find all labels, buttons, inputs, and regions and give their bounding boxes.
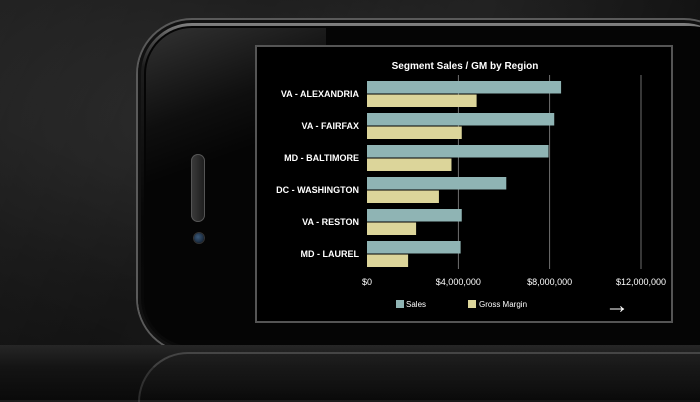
bar-gross-margin	[367, 158, 452, 171]
bar-gross-margin	[367, 190, 439, 203]
x-tick-label: $8,000,000	[527, 277, 572, 287]
category-labels: VA - ALEXANDRIA VA - FAIRFAX MD - BALTIMOR…	[276, 89, 359, 259]
bar-gross-margin	[367, 126, 462, 139]
bar-sales	[367, 241, 461, 254]
phone-reflection	[138, 352, 700, 402]
chart-title: Segment Sales / GM by Region	[392, 61, 539, 72]
x-tick-label: $12,000,000	[616, 277, 666, 287]
front-camera-icon	[194, 233, 204, 243]
bar-gross-margin	[367, 222, 417, 235]
x-tick-label: $0	[362, 277, 372, 287]
bar-sales	[367, 145, 549, 158]
bar-sales	[367, 81, 562, 94]
earpiece-speaker	[191, 154, 205, 222]
legend: Sales Gross Margin	[396, 300, 527, 309]
category-label: VA - ALEXANDRIA	[281, 89, 360, 99]
legend-swatch-gross-margin	[468, 300, 476, 308]
gridlines	[457, 75, 642, 269]
x-tick-label: $4,000,000	[436, 277, 481, 287]
legend-label-sales: Sales	[406, 300, 426, 309]
category-label: DC - WASHINGTON	[276, 185, 359, 195]
category-label: VA - RESTON	[302, 217, 359, 227]
legend-swatch-sales	[396, 300, 404, 308]
category-label: VA - FAIRFAX	[301, 121, 359, 131]
bar-sales	[367, 209, 462, 222]
bar-chart: Segment Sales / GM by Region VA - ALEXAN…	[276, 61, 666, 319]
arrow-right-icon[interactable]: →	[605, 292, 629, 319]
bars	[367, 81, 562, 267]
bar-gross-margin	[367, 254, 409, 267]
category-label: MD - BALTIMORE	[284, 153, 359, 163]
phone-screen: Segment Sales / GM by Region VA - ALEXAN…	[255, 45, 673, 323]
x-tick-labels: $0 $4,000,000 $8,000,000 $12,000,000	[362, 277, 666, 287]
bar-gross-margin	[367, 94, 477, 107]
category-label: MD - LAUREL	[301, 249, 360, 259]
legend-label-gross-margin: Gross Margin	[479, 300, 527, 309]
bar-sales	[367, 113, 555, 126]
bar-sales	[367, 177, 507, 190]
